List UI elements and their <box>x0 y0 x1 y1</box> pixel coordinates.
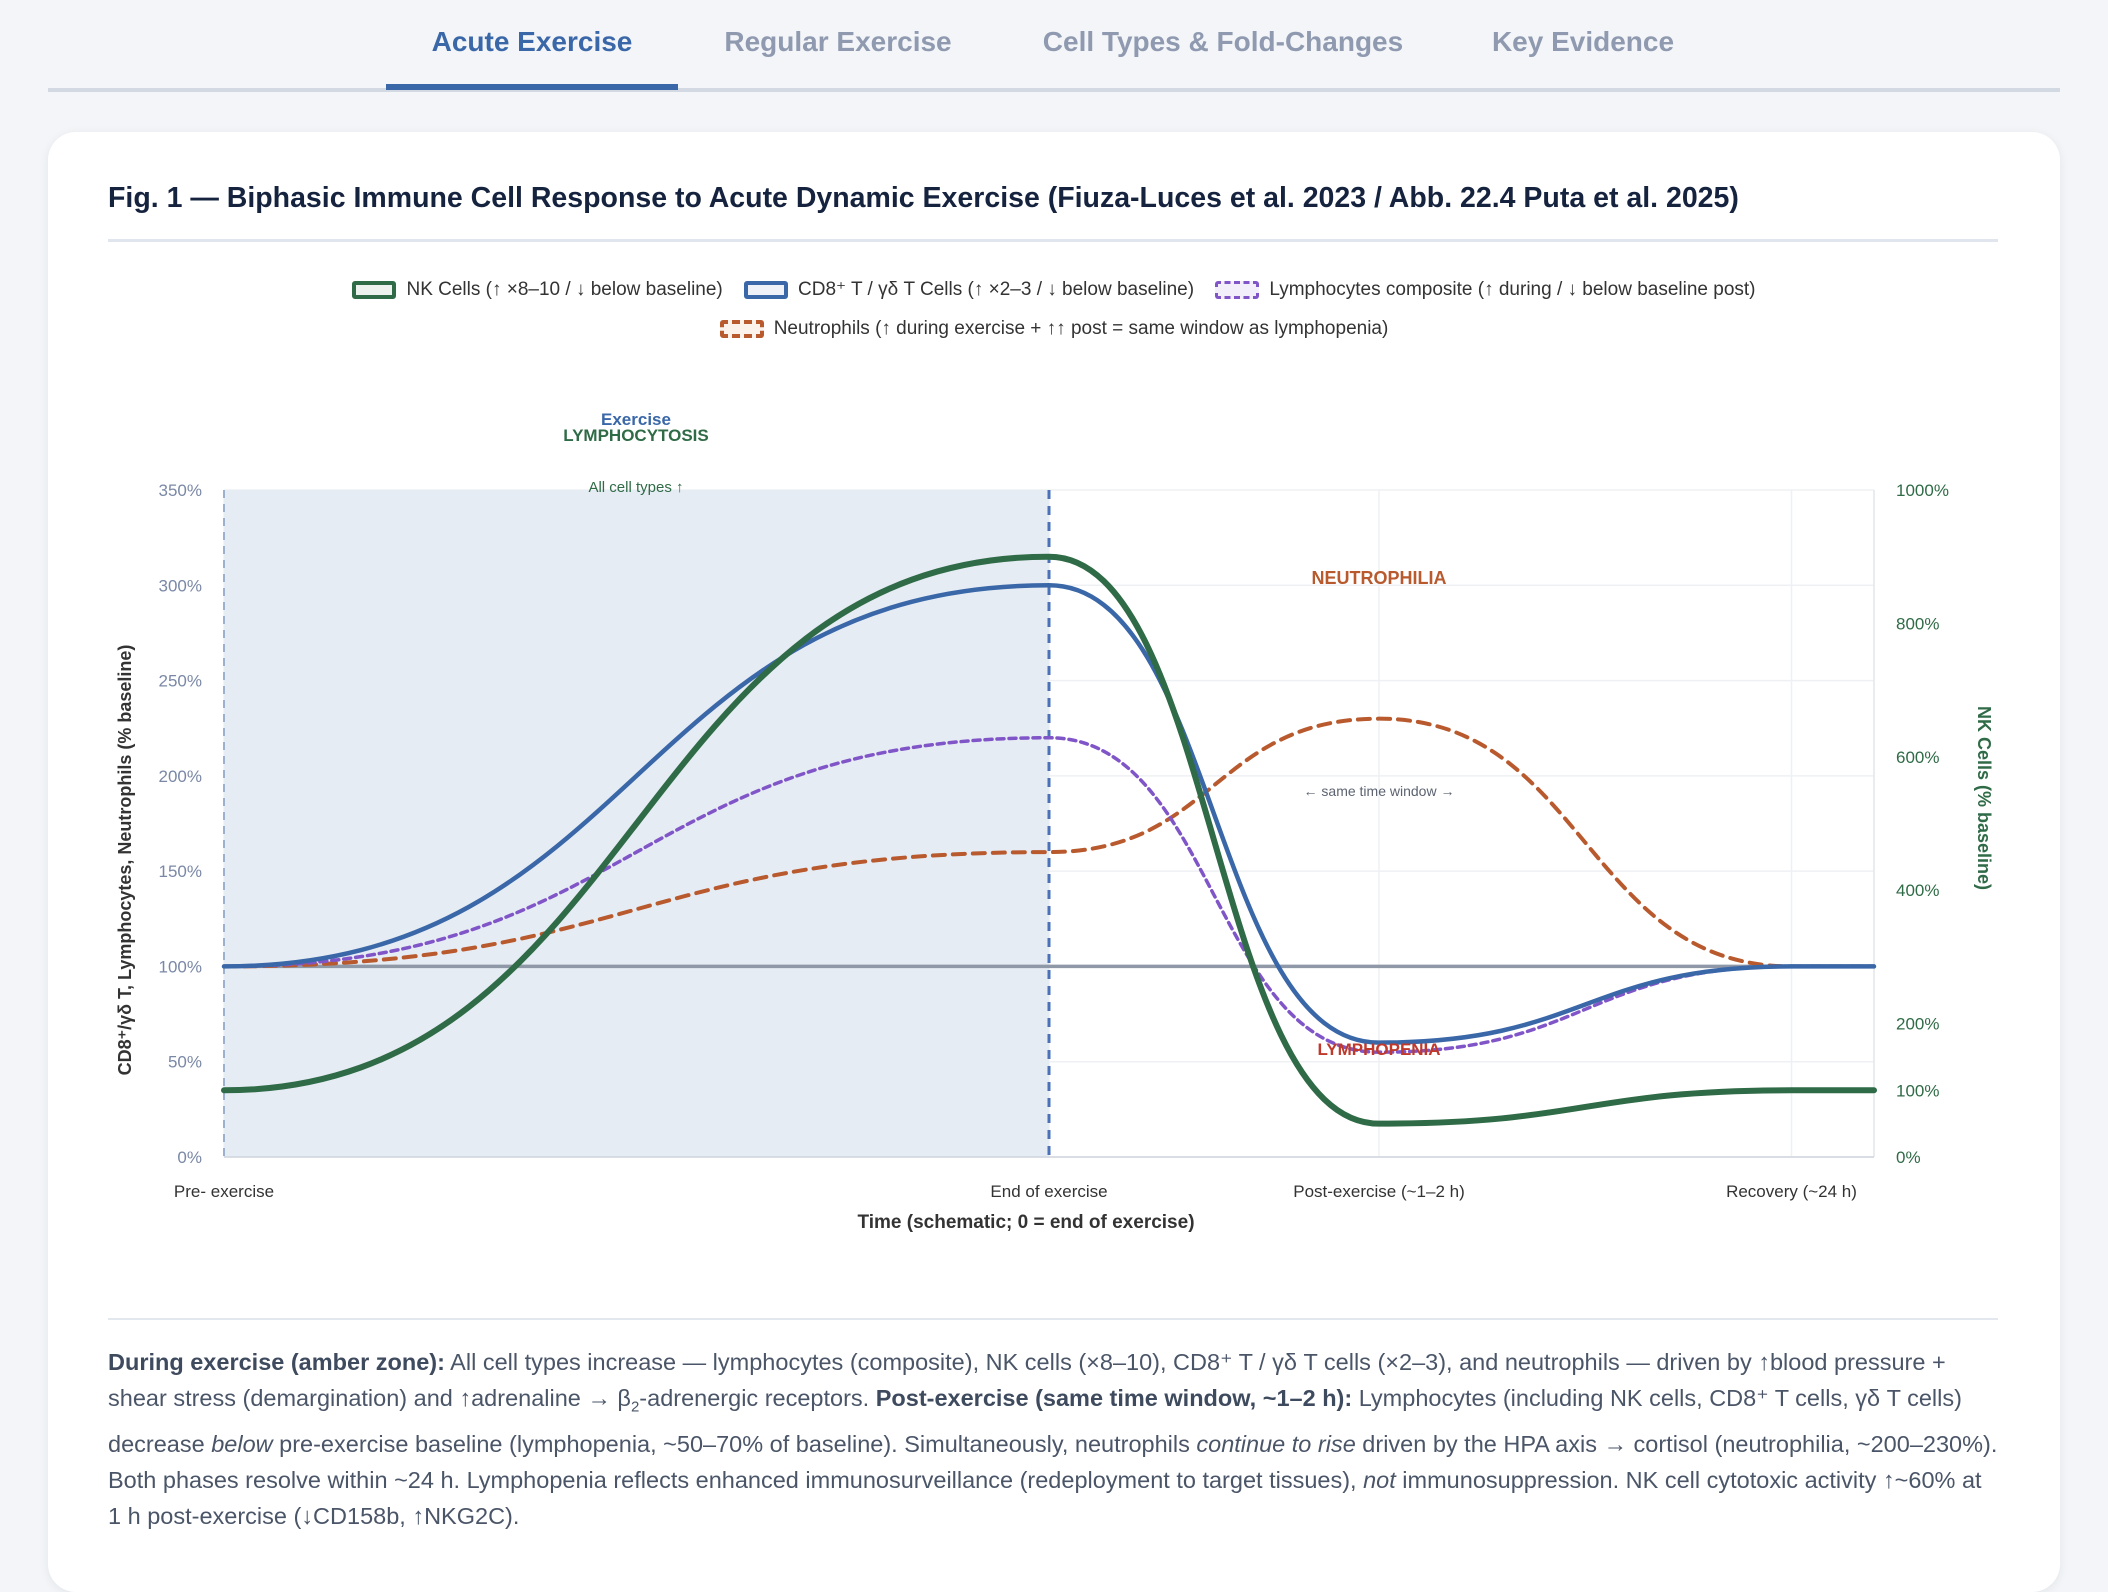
legend-item-neutrophils[interactable]: Neutrophils (↑ during exercise + ↑↑ post… <box>719 318 1389 340</box>
tab-key-evidence[interactable]: Key Evidence <box>1491 26 1675 57</box>
annotation-lymphocytosis: LYMPHOCYTOSIS <box>563 426 708 445</box>
caption-post-heading: Post-exercise (same time window, ~1–2 h)… <box>875 1385 1353 1411</box>
x-axis: Pre- exercise End of exercise Post-exercis… <box>174 1156 1874 1201</box>
legend-label-neutrophils: Neutrophils (↑ during exercise + ↑↑ post… <box>773 318 1389 339</box>
series-line-0 <box>221 553 1877 1127</box>
y-tick-left: 0% <box>177 1148 202 1167</box>
y-axis-right-title: NK Cells (% baseline) <box>1974 706 1994 890</box>
caption-during-heading: During exercise (amber zone): <box>108 1349 445 1375</box>
caption-post-text: Lymphocytes (including NK cells, CD8⁺ T … <box>108 1385 1962 1457</box>
legend-label-nk: NK Cells (↑ ×8–10 / ↓ below baseline) <box>406 278 723 300</box>
caption-below-emph: below <box>211 1430 273 1457</box>
y-tick-right: 200% <box>1896 1015 1939 1034</box>
legend-label-lymphocytes: Lymphocytes composite (↑ during / ↓ belo… <box>1269 278 1756 300</box>
legend-swatch-lymphocytes <box>1215 280 1260 299</box>
caption-rise-emph: continue to rise <box>1196 1430 1356 1457</box>
y-axis-right: 0% 100% 200% 400% 600% 800% 1000% <box>1896 481 1949 1167</box>
figure-caption: During exercise (amber zone): All cell t… <box>108 1344 1998 1534</box>
caption-nk-text: immunosuppression. NK cell cytotoxic act… <box>108 1466 1982 1529</box>
annotation-lymphopenia: LYMPHOPENIA <box>1317 1040 1440 1059</box>
y-axis-left: 0% 50% 100% 150% 200% 250% 300% 350% <box>159 481 202 1167</box>
caption-not-emph: not <box>1363 1466 1396 1493</box>
legend-swatch-nk <box>352 280 397 299</box>
annotation-neutrophilia: NEUTROPHILIA <box>1312 568 1447 588</box>
series-line-2 <box>222 735 1876 1054</box>
y-tick-right: 800% <box>1896 614 1939 633</box>
legend-item-nk[interactable]: NK Cells (↑ ×8–10 / ↓ below baseline) <box>352 278 723 301</box>
figure-title: Fig. 1 — Biphasic Immune Cell Response t… <box>108 182 1998 242</box>
y-tick-right: 600% <box>1896 748 1939 767</box>
tab-bar: Acute Exercise Regular Exercise Cell Typ… <box>48 0 2060 92</box>
series-group <box>221 553 1877 1127</box>
caption-post-end: pre-exercise baseline (lymphopenia, ~50–… <box>272 1430 1197 1457</box>
y-tick-left: 250% <box>159 672 202 691</box>
legend-item-cd8[interactable]: CD8⁺ T / γδ T Cells (↑ ×2–3 / ↓ below ba… <box>744 278 1194 301</box>
y-tick-right: 0% <box>1896 1148 1921 1167</box>
x-axis-title: Time (schematic; 0 = end of exercise) <box>857 1212 1194 1233</box>
tab-acute-exercise[interactable]: Acute Exercise <box>386 26 678 90</box>
x-tick-label: End of exercise <box>990 1182 1107 1201</box>
y-axis-left-title: CD8⁺/γδ T, Lymphocytes, Neutrophils (% b… <box>115 645 135 1076</box>
tab-cell-types[interactable]: Cell Types & Fold-Changes <box>1042 26 1404 57</box>
caption-beta-sub: 2 <box>630 1398 640 1416</box>
figure-card: Fig. 1 — Biphasic Immune Cell Response t… <box>48 132 2060 1592</box>
x-tick-label: Post-exercise (~1–2 h) <box>1293 1182 1465 1201</box>
y-tick-right: 100% <box>1896 1081 1939 1100</box>
chart-legend-row2: Neutrophils (↑ during exercise + ↑↑ post… <box>48 318 2060 344</box>
legend-label-cd8: CD8⁺ T / γδ T Cells (↑ ×2–3 / ↓ below ba… <box>798 279 1195 300</box>
y-tick-left: 50% <box>168 1053 202 1072</box>
annotation-exercise: Exercise <box>601 410 671 429</box>
y-tick-left: 350% <box>159 481 202 500</box>
y-tick-left: 300% <box>159 576 202 595</box>
caption-divider <box>108 1318 1998 1320</box>
caption-during-text: All cell types increase — lymphocytes (c… <box>108 1349 1946 1411</box>
legend-swatch-cd8 <box>744 280 789 299</box>
annotation-all-up: All cell types ↑ <box>588 479 683 496</box>
legend-item-lymphocytes[interactable]: Lymphocytes composite (↑ during / ↓ belo… <box>1215 278 1756 301</box>
tab-regular-exercise[interactable]: Regular Exercise <box>724 26 952 57</box>
y-tick-right: 400% <box>1896 881 1939 900</box>
y-tick-right: 1000% <box>1896 481 1949 500</box>
y-tick-left: 100% <box>159 957 202 976</box>
series-line-1 <box>221 583 1877 1045</box>
caption-resolve-text: driven by the HPA axis → cortisol (neutr… <box>108 1430 1998 1493</box>
y-tick-left: 150% <box>159 862 202 881</box>
caption-during-end: -adrenergic receptors. <box>639 1385 876 1411</box>
line-chart: 0% 50% 100% 150% 200% 250% 300% 350% 0% 100% 200%… <box>115 410 1994 1233</box>
legend-swatch-neutrophils <box>719 320 764 338</box>
y-tick-left: 200% <box>159 767 202 786</box>
chart-legend: NK Cells (↑ ×8–10 / ↓ below baseline) CD… <box>48 278 2060 305</box>
annotation-same-window: ← same time window → <box>1304 783 1455 799</box>
series-line-3 <box>222 716 1876 969</box>
x-tick-label: Pre- exercise <box>174 1182 274 1201</box>
x-tick-label: Recovery (~24 h) <box>1726 1182 1857 1201</box>
